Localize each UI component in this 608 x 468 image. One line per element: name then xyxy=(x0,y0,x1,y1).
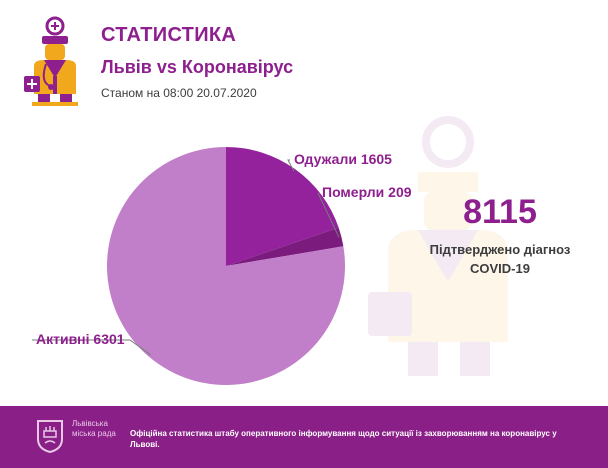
date-stamp: Станом на 08:00 20.07.2020 xyxy=(101,86,257,100)
city-coat-of-arms-icon xyxy=(37,420,63,453)
leader-line-0 xyxy=(287,159,295,172)
doctor-logo-icon xyxy=(24,16,78,106)
data-label-2: Активні 6301 xyxy=(36,331,125,347)
footer: Львівська міська рада Офіційна статистик… xyxy=(0,406,608,468)
confirmed-label: Підтверджено діагноз COVID-19 xyxy=(429,242,571,276)
confirmed-count: 8115 xyxy=(463,193,537,231)
page-subtitle: Львів vs Коронавірус xyxy=(101,57,294,77)
header: СТАТИСТИКА Львів vs Коронавірус Станом н… xyxy=(20,16,580,108)
pie-chart: Одужали 1605 Померли 209 Активні 6301 xyxy=(0,118,608,398)
data-label-0: Одужали 1605 xyxy=(294,151,392,167)
pie-slice-0 xyxy=(226,147,339,266)
leader-line-1 xyxy=(317,192,340,238)
pie-slice-2 xyxy=(107,147,346,386)
pie-leader-lines xyxy=(32,159,340,356)
pie-data-labels: Одужали 1605 Померли 209 Активні 6301 xyxy=(36,151,412,347)
doctor-watermark-icon xyxy=(368,116,508,376)
data-label-1: Померли 209 xyxy=(322,184,412,200)
footer-description: Офіційна статистика штабу оперативного і… xyxy=(130,429,557,449)
footer-org-name: Львівська міська рада xyxy=(72,419,116,438)
page-title: СТАТИСТИКА xyxy=(101,24,237,46)
pie-slice-1 xyxy=(226,227,344,266)
pie-slices xyxy=(107,147,346,386)
pie-chart-svg: Одужали 1605 Померли 209 Активні 6301 xyxy=(32,147,412,386)
leader-line-2 xyxy=(32,339,151,356)
